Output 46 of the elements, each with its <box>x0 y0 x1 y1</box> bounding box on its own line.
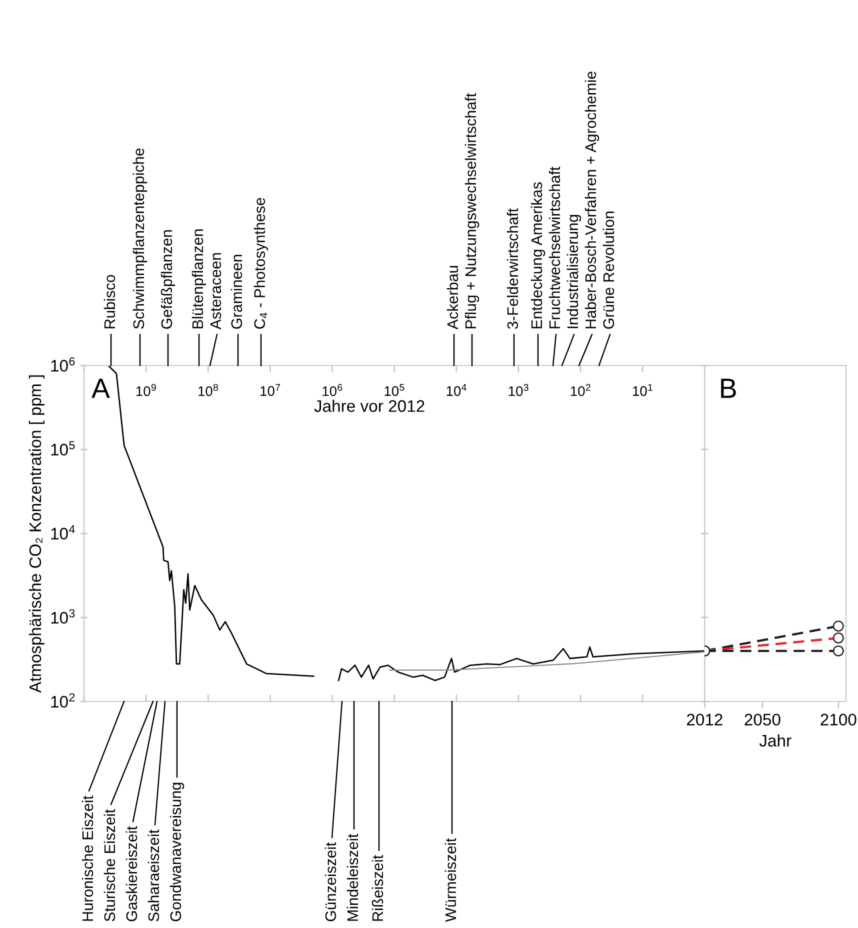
y-tick-label: 10$^{2}$ <box>51 693 75 708</box>
x-tick-label: 10$^{9}$ <box>136 384 156 396</box>
text: C$_{4}$ - Photosynthese <box>254 198 268 329</box>
x-axis-title: Jahr <box>759 734 792 747</box>
text: Industrialisierung <box>566 214 582 328</box>
chart-title: A <box>92 378 110 398</box>
x-tick-label: 10$^{5}$ <box>384 384 404 396</box>
y-tick-label: 10$^{6}$ <box>51 357 75 372</box>
chart-title: B <box>721 378 736 398</box>
x-tick-label: 10$^{1}$ <box>632 384 652 396</box>
text: Rißeiszeit <box>372 855 384 921</box>
text: Blütenpflanzen <box>192 229 206 328</box>
y-tick-label: 10$^{4}$ <box>51 525 75 540</box>
y-tick-label: 10$^{5}$ <box>51 441 75 456</box>
x-tick-label: 10$^{2}$ <box>570 384 590 396</box>
text: Schwimmpflanzenteppiche <box>132 148 148 329</box>
x-axis-title: Jahre vor 2012 <box>314 400 424 412</box>
text: Grüne Revolution <box>602 212 614 329</box>
text: Haber-Bosch-Verfahren + Agrochemie <box>584 72 600 328</box>
text: Saharaeiszeit <box>148 830 160 922</box>
x-tick-label: 10$^{6}$ <box>322 384 342 396</box>
y-tick-label: 10$^{3}$ <box>51 609 75 624</box>
x-tick-label: 2050 <box>744 714 780 726</box>
text: Entdeckung Amerikas <box>530 182 546 328</box>
text: Huronische Eiszeit <box>82 796 94 921</box>
text: Sturische Eiszeit <box>104 809 116 922</box>
x-tick-label: 10$^{4}$ <box>446 384 466 396</box>
x-tick-label: 2012 <box>687 714 722 726</box>
text: Rubisco <box>104 274 116 328</box>
text: Gondwanavereisung <box>170 782 184 922</box>
text: Gefäßpflanzen <box>160 230 176 329</box>
y-axis-title: Atmosphärische CO₂ Konzentration [ ppm ] <box>28 375 44 693</box>
text: Günzeiszeit <box>324 842 336 922</box>
text: 3-Felderwirtschaft <box>506 208 518 329</box>
text: Fruchtwechselwirtschaft <box>548 166 560 328</box>
text: Pflug + Nutzungswechselwirtschaft <box>464 93 480 328</box>
text: Mindeleiszeit <box>346 834 358 921</box>
text: Ackerbau <box>446 266 458 330</box>
text: Würmeiszeit <box>444 838 456 922</box>
text: Gaskiereiszeit <box>126 826 138 922</box>
text: Gramineen <box>230 254 242 329</box>
x-tick-label: 10$^{3}$ <box>508 384 528 396</box>
x-tick-label: 10$^{8}$ <box>198 384 218 396</box>
text: Asteraceen <box>210 253 222 330</box>
x-tick-label: 2100 <box>820 714 856 726</box>
x-tick-label: 10$^{7}$ <box>260 384 280 396</box>
